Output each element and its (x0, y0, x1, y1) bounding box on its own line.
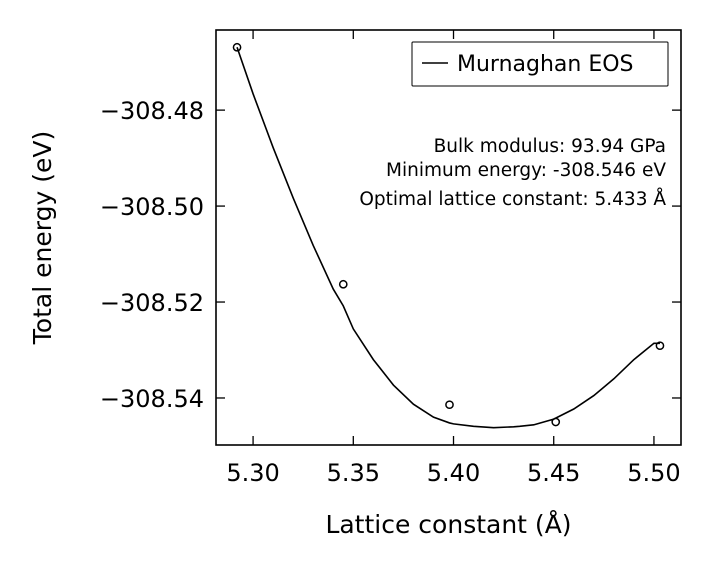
y-tick-label: −308.50 (100, 193, 204, 221)
annotation-optimal-lattice-constant: Optimal lattice constant: 5.433 Å (359, 188, 666, 210)
legend: Murnaghan EOS (411, 41, 669, 87)
y-axis-title: Total energy (eV) (28, 131, 57, 345)
eos-fit-curve (236, 47, 660, 429)
data-point (655, 341, 665, 351)
data-point (551, 417, 561, 427)
legend-box (411, 41, 669, 87)
curve-layer (236, 47, 660, 429)
y-tick-label: −308.54 (100, 385, 204, 413)
y-tick-label: −308.48 (100, 97, 204, 125)
annotation-minimum-energy: Minimum energy: -308.546 eV (386, 160, 666, 181)
annotation-bulk-modulus: Bulk modulus: 93.94 GPa (434, 136, 666, 157)
annotations: Bulk modulus: 93.94 GPa Minimum energy: … (359, 136, 666, 210)
x-tick-label: 5.35 (327, 459, 380, 487)
data-point (445, 400, 454, 410)
data-point (338, 279, 348, 289)
x-tick-label: 5.30 (226, 459, 279, 487)
plot-frame (215, 29, 682, 446)
x-axis-title: Lattice constant (Å) (325, 510, 571, 539)
x-tick-label: 5.45 (527, 459, 580, 487)
x-tick-label: 5.40 (427, 459, 480, 487)
legend-entry-murnaghan-eos: Murnaghan EOS (457, 52, 634, 77)
x-tick-label: 5.50 (627, 459, 680, 487)
points-layer (232, 42, 665, 427)
y-tick-label: −308.52 (100, 289, 204, 317)
ticks-layer: 5.30 5.35 5.40 5.45 5.50 −308.48 −308.50 −308.5… (100, 30, 681, 487)
data-point (232, 42, 242, 52)
